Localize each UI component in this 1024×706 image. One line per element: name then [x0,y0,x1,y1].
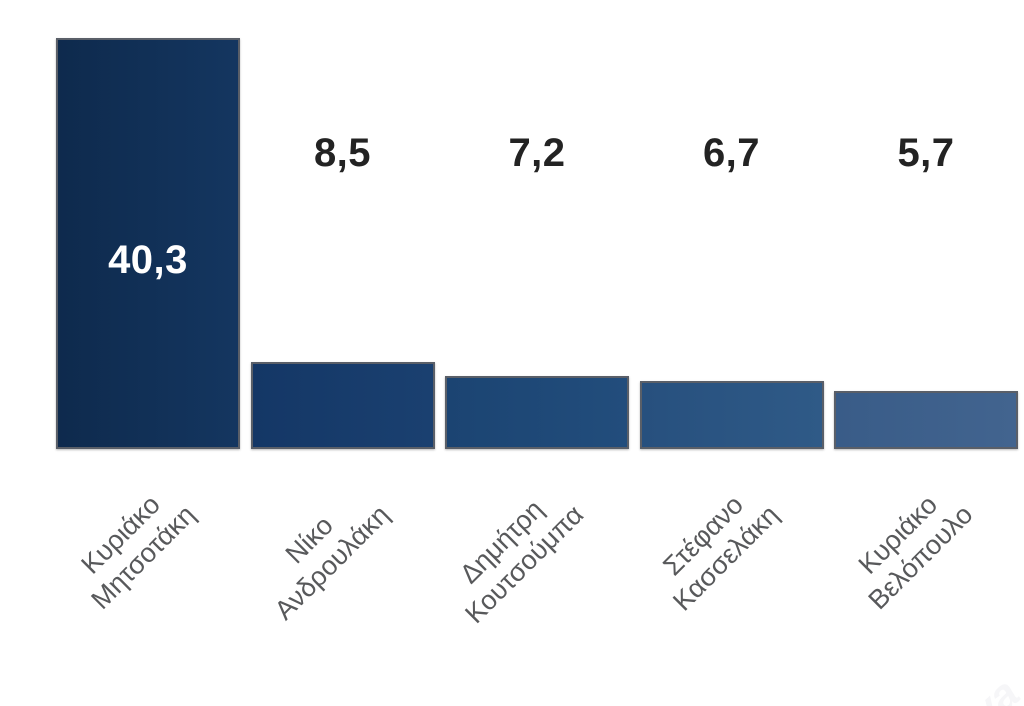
x-axis-label-text: Δημήτρη Κουτσούμπα [436,476,590,630]
bar-value-label: 8,5 [313,131,372,175]
bar [445,376,629,449]
x-axis-label-text: Κυριάκο Μητσοτάκη [62,476,202,616]
bar [639,381,824,449]
bar-value-label: 40,3 [108,238,188,282]
bar-value-label: 6,7 [702,131,761,175]
bar-value-label: 5,7 [897,131,955,175]
bar [250,362,435,449]
bar-value-label: 7,2 [508,131,566,175]
x-axis-label-text: Στέφανο Κασσελάκη [643,476,785,618]
x-axis-label-text: Κυριάκο Βελόπουλο [839,476,979,616]
bar [56,38,240,449]
x-axis-label-text: Νίκο Ανδρουλάκη [246,476,397,627]
bar [834,391,1018,449]
watermark-text: Kuva [917,669,1024,706]
